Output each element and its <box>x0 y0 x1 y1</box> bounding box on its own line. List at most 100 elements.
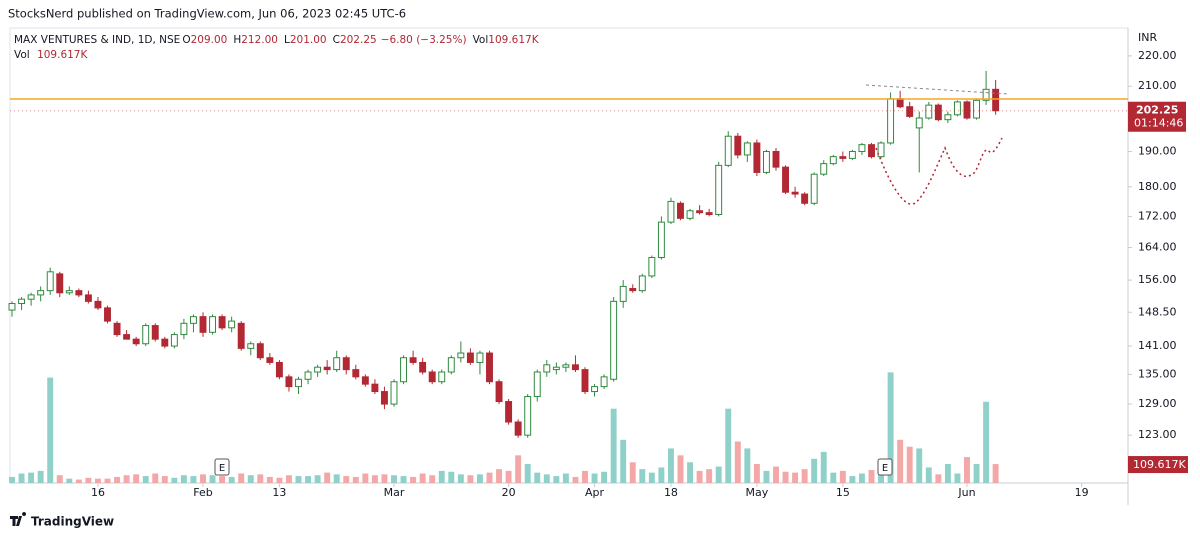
candle-body <box>772 150 780 168</box>
candle-body <box>629 288 637 292</box>
volume-bar <box>343 476 350 483</box>
x-tick-label: Apr <box>585 486 605 499</box>
candle-body <box>829 156 837 165</box>
volume-bar <box>85 477 92 483</box>
candle-body <box>562 364 570 368</box>
price-badge <box>1128 101 1186 132</box>
candle-body <box>457 352 465 359</box>
volume-key: Vol <box>472 34 489 46</box>
volume-bar <box>849 476 856 483</box>
volume-bar <box>734 441 741 483</box>
volume-badge <box>1128 456 1188 474</box>
earnings-label: E <box>219 463 225 474</box>
volume-bar <box>391 475 397 483</box>
candle-body <box>104 307 111 322</box>
volume-bar <box>562 473 569 483</box>
candle-body <box>753 142 761 173</box>
volume-badge-label: 109.617K <box>1133 458 1186 471</box>
volume-bar <box>935 474 942 483</box>
candle-body <box>323 366 331 371</box>
volume-bar <box>677 455 684 483</box>
legend-key: O <box>182 34 191 46</box>
candle-body <box>285 376 293 388</box>
candle-body <box>925 104 933 119</box>
x-tick-label: May <box>746 486 769 499</box>
candle-body <box>142 325 150 345</box>
candle-body <box>438 371 446 383</box>
volume-bar <box>944 463 951 483</box>
volume-bar <box>753 463 760 483</box>
candle-body <box>151 325 159 340</box>
y-tick-label: 164.00 <box>1138 240 1177 253</box>
earnings-marker: E <box>877 458 893 476</box>
candle-body <box>314 366 322 373</box>
candle-body <box>466 352 474 363</box>
volume-bar <box>515 455 522 483</box>
candle-body <box>352 369 360 378</box>
candle-body <box>734 135 742 156</box>
candle-body <box>810 173 818 204</box>
y-tick-label: 190.00 <box>1138 144 1177 157</box>
volume-bar <box>629 462 636 483</box>
volume-bar <box>104 478 111 483</box>
legend-line: Vol 109.617K <box>14 48 543 63</box>
candle-body <box>113 322 121 336</box>
volume-bar <box>858 473 865 483</box>
candle-body <box>648 257 656 277</box>
candle-body <box>94 300 102 309</box>
candle-body <box>447 357 455 373</box>
volume-bar <box>467 475 474 483</box>
legend-line: MAX VENTURES & IND, 1D, NSE O209.00 H212.0… <box>14 33 543 48</box>
symbol: MAX VENTURES & IND, 1D, NSE <box>14 34 181 46</box>
volume-bar <box>639 469 646 483</box>
volume-bar <box>476 474 483 483</box>
volume-bar <box>543 474 550 483</box>
volume-bar <box>276 477 283 483</box>
candle-body <box>295 378 302 388</box>
volume-bar <box>706 469 713 483</box>
volume-bar <box>457 474 464 483</box>
candle-body <box>820 163 828 175</box>
volume-value: 109.617K <box>37 49 88 61</box>
volume-bar <box>505 470 512 483</box>
volume-bar <box>324 472 331 483</box>
volume-bar <box>725 408 732 483</box>
candle-body <box>581 369 589 393</box>
volume-bar <box>744 448 751 483</box>
candle-body <box>896 98 904 108</box>
volume-bar <box>228 476 235 483</box>
x-tick-label: Feb <box>193 486 212 499</box>
candle-body <box>543 364 551 373</box>
candle-body <box>552 366 560 371</box>
volume-bar <box>266 476 273 483</box>
legend-value: 209.00 <box>190 34 228 46</box>
volume-bar <box>123 475 130 483</box>
volume-bar <box>247 475 254 483</box>
x-tick-label: 13 <box>272 486 286 499</box>
x-tick-label: 16 <box>91 486 105 499</box>
y-tick-label: 180.00 <box>1138 180 1177 193</box>
volume-bar <box>582 470 588 483</box>
volume-bar <box>448 471 455 483</box>
ohlc-legend: O209.00 H212.00 L201.00 C202.25 <box>180 34 380 46</box>
volume-bar <box>591 473 598 483</box>
volume-bar <box>94 478 101 483</box>
candle-body <box>944 114 952 121</box>
volume-bar <box>18 473 25 483</box>
candle-body <box>848 150 856 159</box>
volume-bar <box>667 448 674 483</box>
volume-bar <box>534 472 541 483</box>
volume-bar <box>171 477 178 483</box>
x-tick-label: 19 <box>1075 486 1089 499</box>
candle-body <box>571 364 579 371</box>
volume-bar <box>314 475 321 483</box>
volume-bar <box>792 472 799 483</box>
candle-body <box>982 88 990 101</box>
volume-bar <box>305 476 312 483</box>
candle-body <box>791 191 799 195</box>
candle-body <box>724 135 732 166</box>
plot-frame <box>9 27 1129 484</box>
candle-body <box>524 396 532 436</box>
